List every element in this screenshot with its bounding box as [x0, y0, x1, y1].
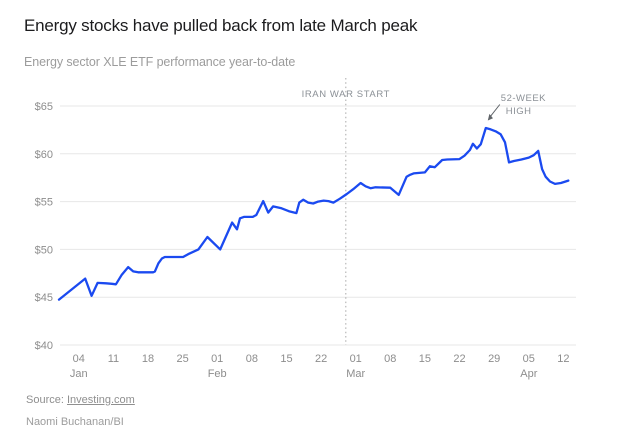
svg-text:15: 15	[280, 353, 292, 365]
svg-text:15: 15	[419, 353, 431, 365]
svg-text:04: 04	[73, 353, 85, 365]
svg-text:08: 08	[246, 353, 258, 365]
svg-text:$60: $60	[35, 149, 53, 161]
source-link[interactable]: Investing.com	[66, 394, 135, 406]
y-axis-labels: $65 $60 $55 $50 $45 $40	[35, 101, 53, 352]
iran-war-annotation: IRAN WAR START	[302, 78, 390, 345]
svg-text:Feb: Feb	[208, 368, 227, 380]
svg-text:HIGH: HIGH	[506, 106, 532, 117]
chart-subtitle: Energy sector XLE ETF performance year-t…	[24, 55, 296, 69]
svg-text:18: 18	[142, 353, 154, 365]
chart-title: Energy stocks have pulled back from late…	[24, 16, 418, 35]
svg-text:Apr: Apr	[520, 368, 537, 380]
svg-text:$65: $65	[35, 101, 53, 113]
svg-text:05: 05	[523, 353, 535, 365]
svg-text:29: 29	[488, 353, 500, 365]
source-line: Source: Investing.com	[26, 394, 135, 406]
gridlines	[60, 105, 576, 346]
byline: Naomi Buchanan/BI	[26, 416, 124, 428]
svg-text:Jan: Jan	[70, 368, 88, 380]
svg-text:IRAN WAR START: IRAN WAR START	[302, 89, 390, 100]
svg-text:$45: $45	[35, 292, 53, 304]
svg-text:Mar: Mar	[346, 368, 365, 380]
svg-text:22: 22	[315, 353, 327, 365]
svg-text:$40: $40	[35, 340, 53, 352]
price-line	[57, 126, 570, 301]
high-annotation: 52-WEEK HIGH	[487, 93, 546, 121]
svg-text:$55: $55	[35, 197, 53, 209]
svg-text:12: 12	[557, 353, 569, 365]
svg-text:08: 08	[384, 353, 396, 365]
svg-text:52-WEEK: 52-WEEK	[501, 93, 546, 104]
svg-text:$50: $50	[35, 244, 53, 256]
svg-text:11: 11	[108, 353, 119, 365]
svg-text:01: 01	[350, 353, 362, 365]
x-axis-labels: 04 Jan 11 18 25 01 Feb 08 15 22 01 Mar 08 15 22 29 05 Apr…	[70, 353, 570, 380]
svg-text:22: 22	[453, 353, 465, 365]
svg-text:25: 25	[176, 353, 188, 365]
svg-text:01: 01	[211, 353, 223, 365]
source-prefix-label: Source:	[26, 394, 67, 406]
